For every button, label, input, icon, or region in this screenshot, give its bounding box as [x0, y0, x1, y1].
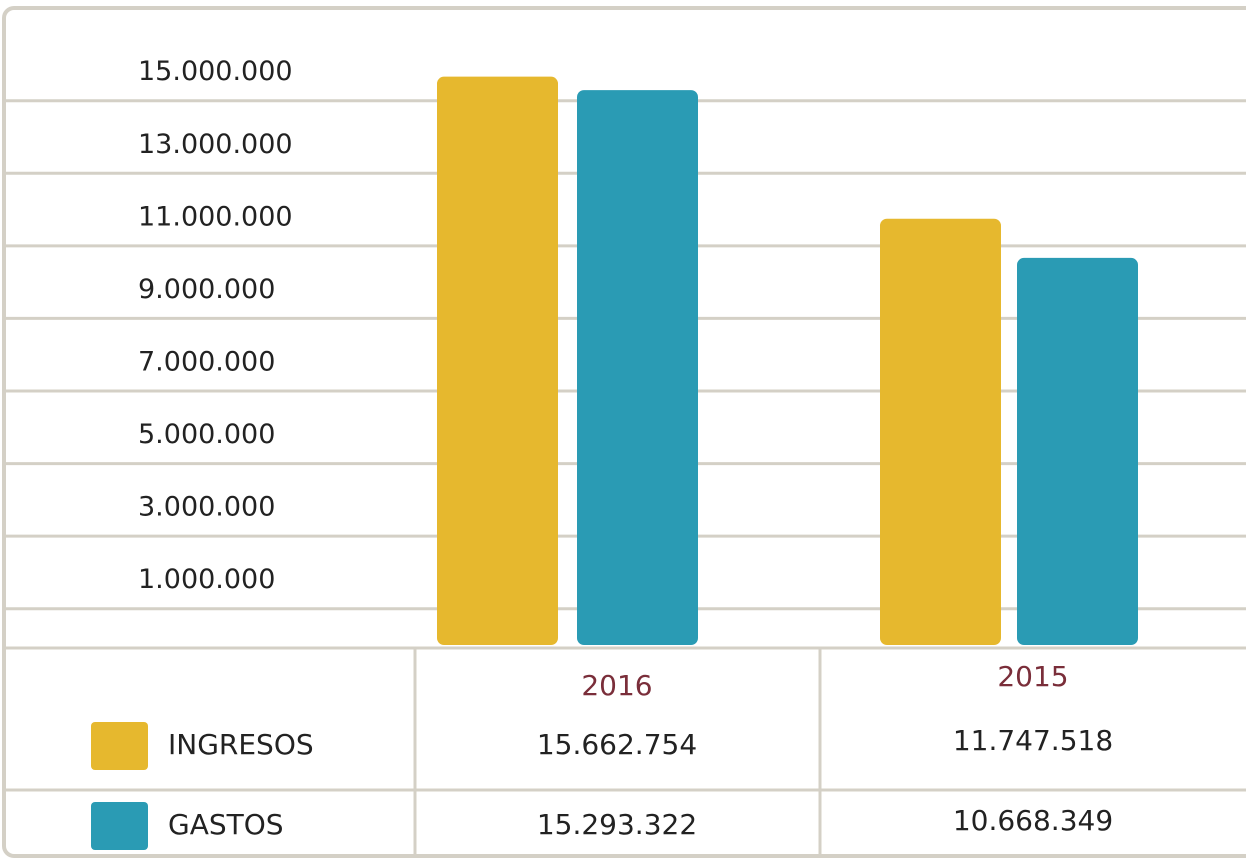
value-label: 15.662.754: [537, 728, 697, 761]
legend-swatch: [91, 722, 148, 770]
legend-swatch: [91, 802, 148, 850]
y-tick-label: 1.000.000: [138, 564, 275, 595]
y-tick-label: 5.000.000: [138, 419, 275, 450]
y-tick-label: 11.000.000: [138, 201, 293, 232]
y-tick-label: 13.000.000: [138, 129, 293, 160]
x-tick-label: 2016: [581, 669, 652, 702]
legend-label: INGRESOS: [168, 728, 314, 761]
y-tick-label: 9.000.000: [138, 274, 275, 305]
y-tick-label: 7.000.000: [138, 347, 275, 378]
frame: [2, 6, 1246, 858]
y-tick-label: 3.000.000: [138, 492, 275, 523]
bar: [577, 90, 698, 646]
value-label: 11.747.518: [953, 724, 1113, 757]
value-label: 10.668.349: [953, 804, 1113, 837]
x-tick-label: 2015: [997, 660, 1068, 693]
legend-label: GASTOS: [168, 808, 284, 841]
bar: [437, 76, 558, 646]
y-tick-label: 15.000.000: [138, 56, 293, 87]
bar: [1017, 257, 1138, 645]
bar: [880, 218, 1001, 646]
value-label: 15.293.322: [537, 808, 697, 841]
